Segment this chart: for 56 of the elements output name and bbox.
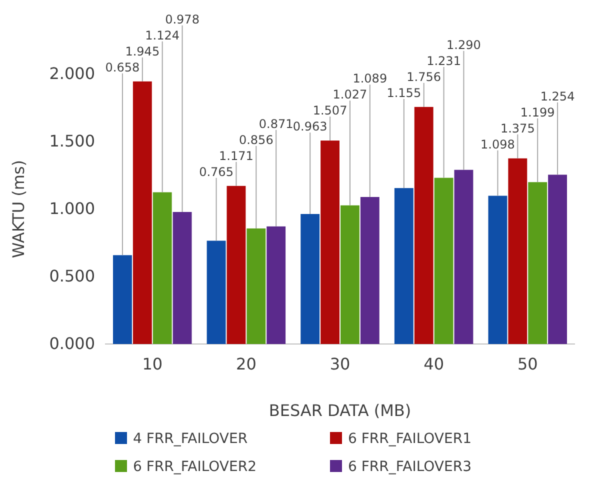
data-label: 1.155 [386, 86, 422, 100]
data-label: 0.856 [238, 132, 274, 147]
y-tick-label: 2.000 [49, 64, 95, 84]
data-label: 1.290 [446, 38, 481, 52]
bar [454, 170, 474, 344]
bar [172, 212, 192, 344]
y-tick-label: 1.500 [49, 132, 95, 151]
legend-label: 6 FRR_FAILOVER2 [133, 459, 256, 475]
y-tick-label: 0.500 [49, 266, 95, 286]
bar [360, 196, 380, 344]
bar [246, 228, 266, 344]
bar [340, 205, 360, 344]
bar [226, 186, 246, 344]
data-label: 0.963 [292, 120, 328, 134]
bar [394, 188, 414, 344]
data-label: 1.507 [312, 104, 348, 118]
data-label: 1.027 [332, 88, 368, 102]
bar [434, 178, 454, 344]
legend-label: 4 FRR_FAILOVER [133, 431, 248, 447]
data-label: 0.978 [165, 12, 200, 26]
bar [528, 182, 548, 344]
data-label: 1.254 [540, 89, 575, 104]
data-label: 1.199 [520, 105, 555, 120]
bar [508, 158, 528, 344]
x-tick-label: 40 [424, 354, 444, 374]
bar [548, 174, 567, 344]
bar [152, 192, 172, 344]
bar [266, 226, 286, 344]
data-label: 1.124 [145, 28, 180, 42]
bar [414, 106, 434, 344]
legend-label: 6 FRR_FAILOVER3 [348, 459, 472, 475]
data-label: 0.871 [258, 116, 294, 131]
legend-label: 6 FRR_FAILOVER1 [348, 431, 472, 447]
x-tick-label: 30 [330, 354, 350, 374]
y-tick-label: 0.000 [49, 334, 95, 354]
data-label: 1.098 [480, 137, 515, 152]
data-label: 1.089 [352, 72, 388, 86]
data-label: 1.231 [426, 54, 461, 68]
y-tick-label: 1.000 [49, 199, 95, 218]
x-tick-label: 20 [236, 354, 256, 374]
bar [206, 240, 226, 344]
bar [300, 214, 320, 344]
data-label: 1.945 [125, 44, 160, 58]
bar [488, 196, 508, 344]
bar [320, 140, 340, 344]
data-label: 1.171 [219, 148, 254, 163]
y-axis-title: WAKTU (ms) [9, 160, 28, 258]
data-label: 0.765 [199, 164, 234, 179]
data-label: 0.658 [105, 60, 140, 74]
x-tick-label: 50 [517, 354, 538, 374]
x-axis-title: BESAR DATA (MB) [268, 401, 412, 420]
data-label: 1.375 [500, 121, 535, 136]
bar [132, 81, 152, 344]
bar [113, 255, 132, 344]
data-label: 1.756 [406, 70, 442, 84]
x-tick-label: 10 [142, 354, 163, 374]
